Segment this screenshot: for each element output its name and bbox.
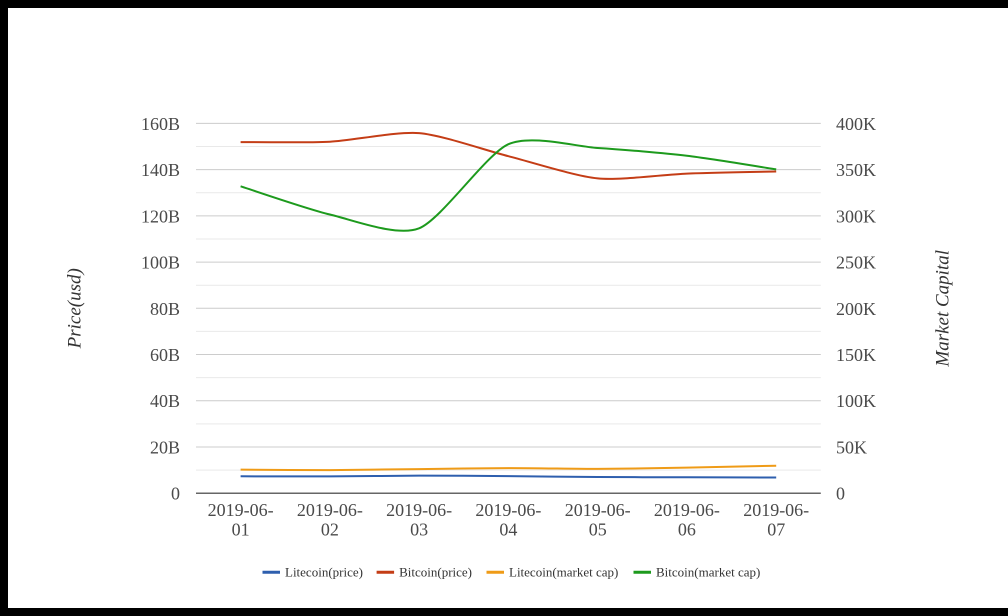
svg-text:300K: 300K	[836, 206, 876, 226]
svg-text:2019-06-: 2019-06-	[386, 500, 452, 520]
svg-text:140B: 140B	[141, 160, 180, 180]
svg-text:20B: 20B	[150, 438, 180, 458]
svg-text:Price(usd): Price(usd)	[65, 268, 86, 349]
svg-text:Litecoin(market cap): Litecoin(market cap)	[509, 564, 618, 579]
svg-text:2019-06-: 2019-06-	[654, 500, 720, 520]
svg-text:Market Capital: Market Capital	[933, 250, 954, 368]
svg-text:Bitcoin(market cap): Bitcoin(market cap)	[656, 564, 760, 579]
svg-text:120B: 120B	[141, 206, 180, 226]
svg-text:40B: 40B	[150, 391, 180, 411]
svg-text:07: 07	[767, 520, 785, 540]
svg-text:06: 06	[678, 520, 696, 540]
svg-text:04: 04	[499, 520, 517, 540]
svg-text:2019-06-: 2019-06-	[565, 500, 631, 520]
svg-text:100B: 100B	[141, 253, 180, 273]
svg-text:80B: 80B	[150, 299, 180, 319]
svg-text:200K: 200K	[836, 299, 876, 319]
svg-text:400K: 400K	[836, 114, 876, 134]
svg-text:150K: 150K	[836, 345, 876, 365]
svg-text:100K: 100K	[836, 391, 876, 411]
svg-text:160B: 160B	[141, 114, 180, 134]
svg-text:01: 01	[232, 520, 250, 540]
svg-text:2019-06-: 2019-06-	[743, 500, 809, 520]
svg-text:0: 0	[171, 484, 180, 504]
svg-text:0: 0	[836, 484, 845, 504]
svg-text:03: 03	[410, 520, 428, 540]
svg-text:50K: 50K	[836, 438, 867, 458]
svg-text:Bitcoin(price): Bitcoin(price)	[399, 564, 472, 579]
svg-text:250K: 250K	[836, 253, 876, 273]
svg-text:350K: 350K	[836, 160, 876, 180]
svg-text:60B: 60B	[150, 345, 180, 365]
svg-text:05: 05	[589, 520, 607, 540]
svg-text:2019-06-: 2019-06-	[297, 500, 363, 520]
svg-text:02: 02	[321, 520, 339, 540]
svg-text:2019-06-: 2019-06-	[475, 500, 541, 520]
svg-text:2019-06-: 2019-06-	[208, 500, 274, 520]
svg-text:Litecoin(price): Litecoin(price)	[285, 564, 363, 579]
